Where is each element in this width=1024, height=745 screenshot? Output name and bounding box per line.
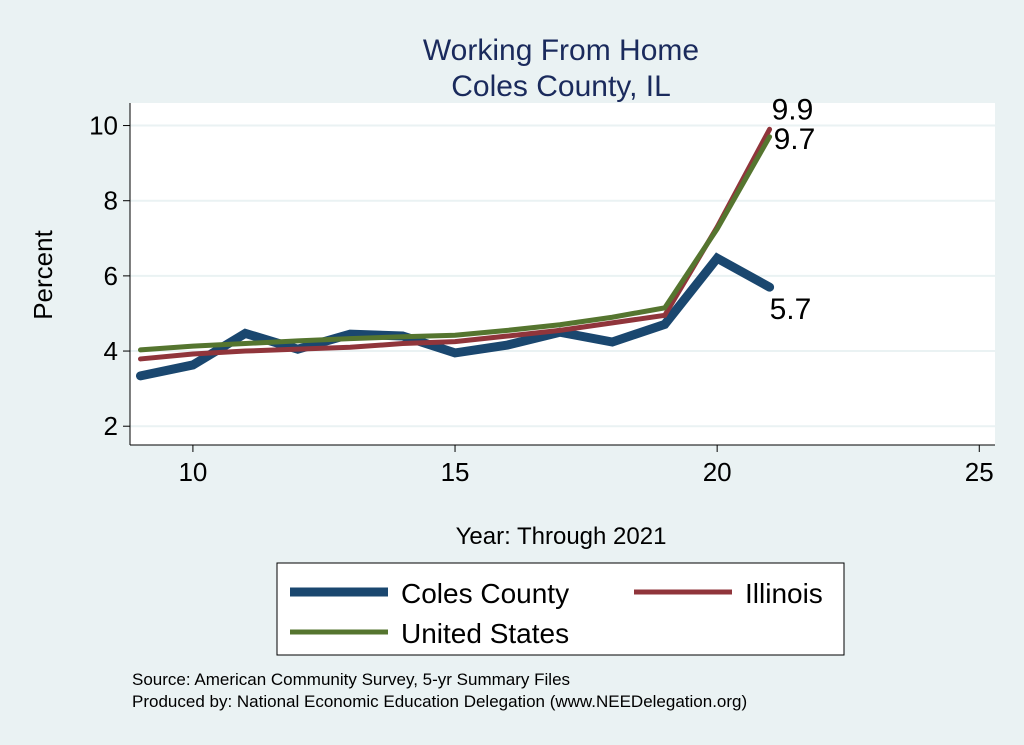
series-line-illinois: [137, 126, 773, 362]
chart-subtitle: Coles County, IL: [451, 70, 671, 103]
y-tick-label: 2: [104, 411, 118, 441]
plot-area: [130, 103, 995, 445]
producer-note: Produced by: National Economic Education…: [132, 692, 747, 711]
end-label-united-states: 9.7: [774, 123, 816, 156]
end-label-illinois: 9.9: [772, 93, 814, 126]
series-line-united-states: [137, 134, 773, 353]
y-tick-label: 6: [104, 261, 118, 291]
legend-label-illinois: Illinois: [745, 578, 823, 609]
series-line-coles-county: [135, 252, 775, 381]
x-axis-label: Year: Through 2021: [456, 523, 667, 550]
y-tick-label: 8: [104, 186, 118, 216]
end-label-coles-county: 5.7: [770, 293, 812, 326]
chart-title: Working From Home: [423, 34, 699, 67]
legend-label-united-states: United States: [401, 618, 569, 649]
source-note: Source: American Community Survey, 5-yr …: [132, 670, 570, 689]
y-tick-label: 10: [89, 111, 118, 141]
y-axis-label: Percent: [28, 229, 58, 319]
y-tick-label: 4: [104, 336, 118, 366]
legend-box: [276, 562, 845, 656]
x-tick-label: 20: [703, 457, 732, 487]
legend-label-coles-county: Coles County: [401, 578, 569, 609]
x-tick-label: 10: [178, 457, 207, 487]
x-tick-label: 15: [441, 457, 470, 487]
legend: Coles County Illinois United States: [276, 562, 845, 656]
x-tick-label: 25: [965, 457, 994, 487]
